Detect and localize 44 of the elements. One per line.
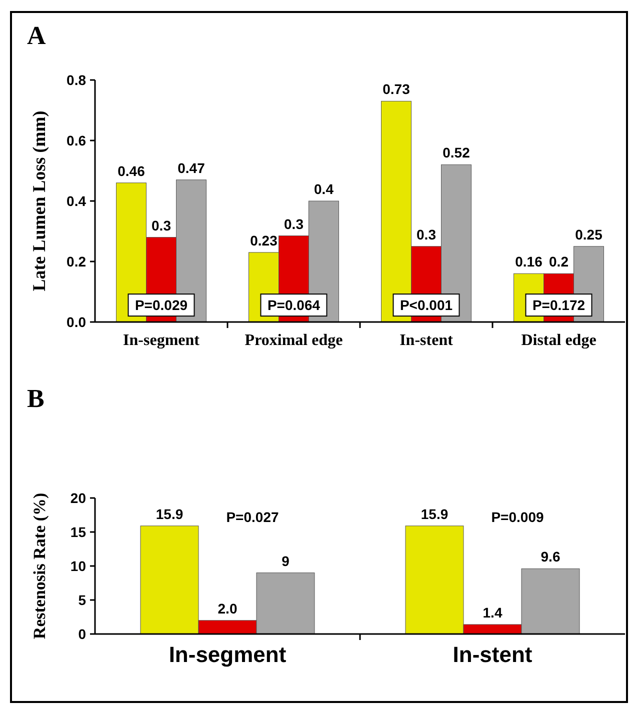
y-tick-label: 10 bbox=[70, 558, 86, 574]
data-label: 0.3 bbox=[416, 226, 436, 242]
y-tick-label: 20 bbox=[70, 490, 86, 506]
annotation: P<0.001 bbox=[400, 296, 453, 313]
x-tick-label: In-segment bbox=[168, 642, 287, 667]
chart-title: B bbox=[27, 384, 44, 413]
x-tick-label: In-segment bbox=[123, 332, 200, 349]
data-label: 0.3 bbox=[284, 216, 304, 232]
data-label: 1.4 bbox=[482, 604, 502, 620]
data-label: 9.6 bbox=[540, 548, 560, 565]
annotation: P=0.027 bbox=[226, 508, 279, 525]
data-label: 0.46 bbox=[118, 162, 146, 179]
data-label: 0.16 bbox=[515, 254, 543, 270]
y-tick-label: 0.8 bbox=[66, 72, 86, 88]
data-label: 15.9 bbox=[420, 506, 448, 522]
data-label: 2.0 bbox=[218, 600, 238, 616]
data-label: 0.3 bbox=[152, 217, 172, 234]
y-tick-label: 5 bbox=[78, 592, 86, 608]
y-tick-label: 15 bbox=[70, 524, 86, 540]
data-label: 0.47 bbox=[178, 160, 206, 176]
annotation: P=0.064 bbox=[267, 296, 320, 313]
x-tick-label: Proximal edge bbox=[244, 332, 343, 349]
chart-title: A bbox=[27, 21, 46, 50]
x-tick-label: In-stent bbox=[400, 332, 454, 349]
data-label: 0.2 bbox=[549, 254, 569, 270]
data-label: 0.73 bbox=[382, 81, 410, 98]
data-label: 0.25 bbox=[575, 226, 603, 242]
y-axis-title: Late Lumen Loss (mm) bbox=[29, 110, 49, 292]
data-label: 9 bbox=[282, 552, 290, 569]
data-label: 0.52 bbox=[442, 144, 470, 161]
y-axis-title: Restenosis Rate (%) bbox=[30, 492, 49, 640]
y-tick-label: 0.6 bbox=[66, 132, 86, 148]
y-tick-label: 0.4 bbox=[66, 192, 86, 209]
y-tick-label: 0 bbox=[78, 626, 86, 642]
data-label: 0.4 bbox=[314, 181, 334, 197]
x-tick-label: Distal edge bbox=[521, 332, 596, 349]
annotation: P=0.009 bbox=[491, 508, 544, 525]
y-tick-label: 0.2 bbox=[66, 253, 86, 270]
x-tick-label: In-stent bbox=[452, 642, 533, 667]
annotation: P=0.029 bbox=[134, 296, 188, 313]
data-label: 15.9 bbox=[156, 506, 184, 522]
annotation: P=0.172 bbox=[532, 296, 586, 313]
y-tick-label: 0.0 bbox=[66, 314, 86, 330]
data-label: 0.23 bbox=[250, 232, 278, 248]
